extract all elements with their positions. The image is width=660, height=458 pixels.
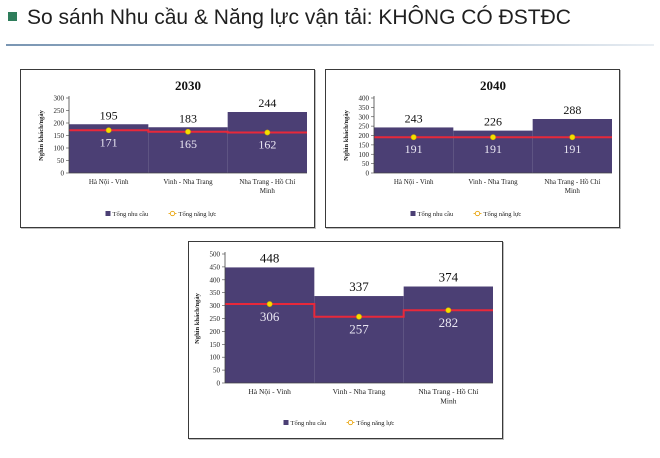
demand-value-label: 183 bbox=[179, 111, 197, 125]
demand-bar bbox=[532, 119, 612, 173]
y-tick-label: 350 bbox=[359, 104, 370, 112]
y-tick-label: 100 bbox=[210, 354, 221, 362]
demand-value-label: 195 bbox=[100, 108, 118, 122]
demand-value-label: 226 bbox=[484, 115, 502, 129]
legend-label-capacity: Tổng năng lực bbox=[179, 211, 217, 218]
capacity-marker bbox=[410, 134, 417, 141]
capacity-value-label: 282 bbox=[439, 315, 459, 330]
x-tick-label: Hà Nội - Vinh bbox=[89, 178, 129, 186]
x-tick-label: Hà Nội - Vinh bbox=[394, 178, 434, 186]
legend-label-capacity: Tổng năng lực bbox=[357, 420, 395, 427]
title-bullet-icon bbox=[8, 11, 17, 21]
capacity-marker bbox=[356, 313, 362, 320]
y-tick-label: 250 bbox=[359, 123, 370, 131]
capacity-marker bbox=[490, 134, 496, 141]
y-tick-label: 250 bbox=[210, 315, 221, 323]
y-tick-label: 250 bbox=[54, 107, 65, 115]
capacity-value-label: 257 bbox=[349, 322, 369, 337]
demand-value-label: 337 bbox=[349, 279, 369, 294]
demand-value-label: 448 bbox=[260, 250, 280, 265]
legend-swatch-capacity bbox=[474, 210, 481, 217]
y-tick-label: 0 bbox=[217, 380, 221, 388]
y-tick-label: 300 bbox=[359, 113, 370, 121]
chart-panel-2040: 2040 191 191 191 243 226 288 0 50 100 150 200 250 300… bbox=[325, 69, 620, 228]
y-tick-label: 100 bbox=[359, 151, 370, 159]
y-tick-label: 50 bbox=[213, 367, 221, 375]
legend-label-demand: Tổng nhu cầu bbox=[113, 211, 149, 218]
demand-value-label: 244 bbox=[258, 96, 276, 110]
x-tick-label: Nha Trang - Hồ Chí Minh bbox=[239, 178, 295, 195]
y-tick-label: 300 bbox=[210, 302, 221, 310]
y-tick-label: 0 bbox=[366, 170, 370, 178]
demand-value-label: 243 bbox=[405, 111, 423, 125]
capacity-marker bbox=[266, 301, 273, 307]
y-tick-label: 50 bbox=[362, 160, 370, 168]
y-tick-label: 200 bbox=[359, 132, 370, 140]
y-tick-label: 450 bbox=[210, 263, 221, 271]
capacity-marker bbox=[445, 307, 452, 314]
x-tick-label: Nha Trang - Hồ Chí Minh bbox=[544, 178, 600, 195]
x-tick-label: Vinh - Nha Trang bbox=[468, 178, 518, 186]
chart-legend: Tổng nhu cầu Tổng năng lực bbox=[283, 419, 395, 427]
y-tick-label: 350 bbox=[210, 289, 221, 297]
capacity-marker bbox=[105, 127, 112, 134]
legend-swatch-capacity bbox=[347, 419, 354, 426]
legend-label-capacity: Tổng năng lực bbox=[484, 211, 522, 218]
y-tick-label: 200 bbox=[210, 328, 221, 336]
chart-2030: 2030 171 165 162 195 183 244 0 50 100 150 200 250 300… bbox=[38, 78, 307, 218]
slide-title: So sánh Nhu cầu & Năng lực vận tải: KHÔN… bbox=[8, 6, 571, 30]
demand-bar bbox=[225, 267, 315, 383]
capacity-marker bbox=[264, 129, 271, 136]
demand-value-label: 374 bbox=[439, 270, 459, 285]
title-divider bbox=[6, 44, 654, 46]
legend-swatch-demand bbox=[105, 211, 111, 216]
y-tick-label: 150 bbox=[359, 141, 370, 149]
capacity-value-label: 191 bbox=[563, 142, 581, 156]
x-tick-label: Vinh - Nha Trang bbox=[163, 178, 213, 186]
chart-title: 2040 bbox=[480, 78, 506, 93]
legend-label-demand: Tổng nhu cầu bbox=[291, 420, 327, 427]
chart-panel-2030: 2030 171 165 162 195 183 244 0 50 100 150 200 250 300… bbox=[20, 69, 315, 228]
capacity-value-label: 306 bbox=[260, 309, 280, 324]
x-tick-label: Nha Trang - Hồ Chí Minh bbox=[418, 387, 478, 406]
legend-label-demand: Tổng nhu cầu bbox=[418, 211, 454, 218]
legend-swatch-capacity bbox=[169, 210, 176, 217]
legend-swatch-demand bbox=[410, 211, 416, 216]
demand-bar bbox=[403, 286, 493, 383]
y-tick-label: 0 bbox=[61, 170, 65, 178]
x-tick-label: Hà Nội - Vinh bbox=[248, 387, 291, 396]
chart-title: 2030 bbox=[175, 78, 201, 93]
capacity-value-label: 162 bbox=[258, 138, 276, 152]
y-tick-label: 50 bbox=[57, 157, 65, 165]
y-axis-label: Nghìn khách/ngày bbox=[343, 109, 350, 161]
capacity-value-label: 165 bbox=[179, 137, 197, 151]
demand-bar bbox=[148, 127, 228, 173]
y-tick-label: 150 bbox=[54, 132, 65, 140]
slide-title-text: So sánh Nhu cầu & Năng lực vận tải: KHÔN… bbox=[27, 6, 571, 29]
chart-panel-bottom: 306 257 282 448 337 374 0 50 100 150 200 250 300 350 4… bbox=[188, 241, 503, 439]
capacity-marker bbox=[569, 134, 576, 141]
capacity-value-label: 171 bbox=[100, 135, 118, 149]
capacity-value-label: 191 bbox=[484, 142, 502, 156]
y-axis-label: Nghìn khách/ngày bbox=[38, 109, 45, 161]
capacity-marker bbox=[185, 128, 191, 135]
y-tick-label: 150 bbox=[210, 341, 221, 349]
demand-value-label: 288 bbox=[563, 103, 581, 117]
legend-swatch-demand bbox=[283, 420, 289, 425]
y-axis-label: Nghìn khách/ngày bbox=[194, 292, 201, 344]
y-tick-label: 400 bbox=[210, 276, 221, 284]
y-tick-label: 300 bbox=[54, 95, 65, 103]
chart-bottom: 306 257 282 448 337 374 0 50 100 150 200 250 300 350 4… bbox=[194, 250, 493, 427]
demand-bar bbox=[314, 296, 404, 383]
y-tick-label: 200 bbox=[54, 120, 65, 128]
demand-bar bbox=[227, 112, 307, 173]
y-tick-label: 100 bbox=[54, 145, 65, 153]
y-tick-label: 500 bbox=[210, 251, 221, 259]
capacity-value-label: 191 bbox=[405, 142, 423, 156]
chart-legend: Tổng nhu cầu Tổng năng lực bbox=[410, 210, 522, 218]
chart-legend: Tổng nhu cầu Tổng năng lực bbox=[105, 210, 217, 218]
y-tick-label: 400 bbox=[359, 95, 370, 103]
x-tick-label: Vinh - Nha Trang bbox=[333, 387, 386, 396]
